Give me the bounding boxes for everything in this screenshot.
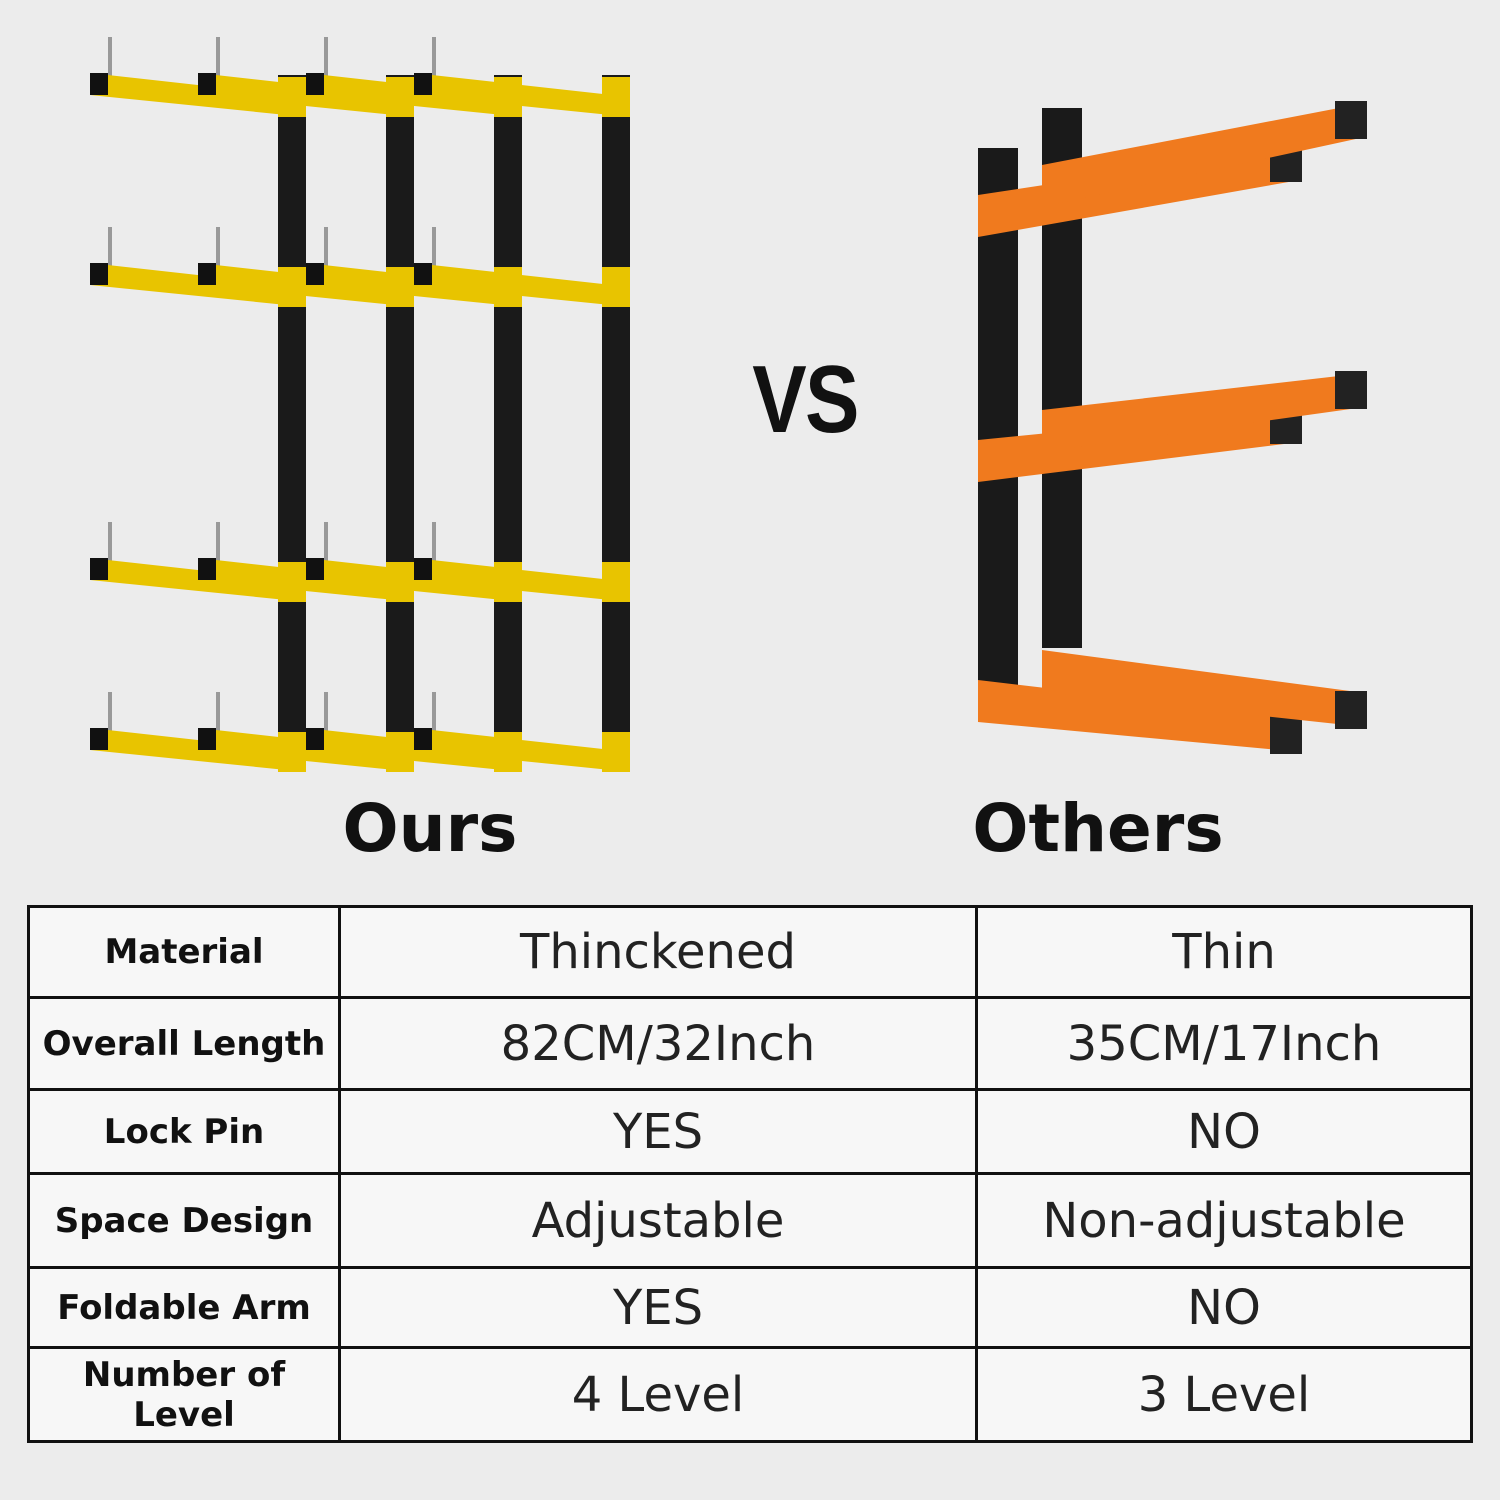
others-cell: 35CM/17Inch [975, 996, 1473, 1091]
feature-cell: Foldable Arm [27, 1266, 341, 1349]
others-cell: NO [975, 1266, 1473, 1349]
arm-end-cap [1335, 371, 1367, 409]
others-arm [978, 680, 1300, 752]
ours-cell: 82CM/32Inch [338, 996, 978, 1091]
arm-end-cap [414, 73, 432, 95]
table-row: Space Design Adjustable Non-adjustable [27, 1172, 1473, 1269]
table-row: Overall Length 82CM/32Inch 35CM/17Inch [27, 996, 1473, 1091]
arm-end-cap [414, 263, 432, 285]
lock-pin [324, 692, 328, 738]
others-cell: NO [975, 1088, 1473, 1175]
arm-end-cap [90, 73, 108, 95]
arm-end-cap [1270, 716, 1302, 754]
arm-end-cap [90, 728, 108, 750]
lock-pin [108, 227, 112, 273]
lock-pin [108, 692, 112, 738]
arm-bracket [602, 732, 630, 772]
product-illustration [90, 37, 1367, 772]
arm-end-cap [1335, 101, 1367, 139]
table-row: Foldable Arm YES NO [27, 1266, 1473, 1349]
others-cell: Non-adjustable [975, 1172, 1473, 1269]
others-arm [1042, 103, 1365, 207]
others-arm [978, 146, 1300, 237]
ours-cell: Thinckened [338, 905, 978, 999]
lock-pin [216, 522, 220, 568]
ours-upright [386, 75, 414, 745]
lock-pin [432, 522, 436, 568]
lock-pin [216, 692, 220, 738]
table-row: Number of Level 4 Level 3 Level [27, 1346, 1473, 1443]
arm-end-cap [306, 558, 324, 580]
lock-pin [324, 37, 328, 83]
others-upright [978, 148, 1018, 688]
lock-pin [432, 227, 436, 273]
comparison-table: Material Thinckened Thin Overall Length 82CM… [27, 905, 1473, 1443]
feature-cell: Number of Level [27, 1346, 341, 1443]
lock-pin [324, 522, 328, 568]
arm-end-cap [90, 263, 108, 285]
arm-end-cap [306, 263, 324, 285]
ours-upright [494, 75, 522, 745]
ours-label: Ours [342, 790, 518, 867]
ours-arm [414, 558, 630, 602]
ours-upright [278, 75, 306, 745]
lock-pin [108, 522, 112, 568]
lock-pin [432, 37, 436, 83]
ours-arm [414, 728, 630, 772]
lock-pin [432, 692, 436, 738]
arm-end-cap [306, 73, 324, 95]
lock-pin [108, 37, 112, 83]
feature-cell: Lock Pin [27, 1088, 341, 1175]
ours-cell: YES [338, 1266, 978, 1349]
arm-end-cap [414, 558, 432, 580]
vs-label: VS [752, 346, 859, 453]
others-cell: 3 Level [975, 1346, 1473, 1443]
feature-cell: Space Design [27, 1172, 341, 1269]
ours-arm [414, 263, 630, 307]
ours-upright [602, 75, 630, 745]
ours-cell: 4 Level [338, 1346, 978, 1443]
lock-pin [216, 37, 220, 83]
arm-end-cap [1335, 691, 1367, 729]
feature-cell: Material [27, 905, 341, 999]
others-cell: Thin [975, 905, 1473, 999]
table-row: Lock Pin YES NO [27, 1088, 1473, 1175]
arm-end-cap [198, 558, 216, 580]
others-arm [1042, 373, 1365, 452]
arm-end-cap [198, 73, 216, 95]
others-arm [1042, 650, 1365, 727]
arm-end-cap [198, 263, 216, 285]
arm-end-cap [414, 728, 432, 750]
arm-end-cap [306, 728, 324, 750]
others-label: Others [972, 790, 1224, 867]
arm-bracket [602, 562, 630, 602]
lock-pin [216, 227, 220, 273]
feature-cell: Overall Length [27, 996, 341, 1091]
arm-end-cap [198, 728, 216, 750]
table-row: Material Thinckened Thin [27, 905, 1473, 999]
ours-arm [414, 73, 630, 117]
arm-bracket [602, 77, 630, 117]
ours-cell: YES [338, 1088, 978, 1175]
arm-end-cap [90, 558, 108, 580]
arm-bracket [602, 267, 630, 307]
lock-pin [324, 227, 328, 273]
ours-cell: Adjustable [338, 1172, 978, 1269]
